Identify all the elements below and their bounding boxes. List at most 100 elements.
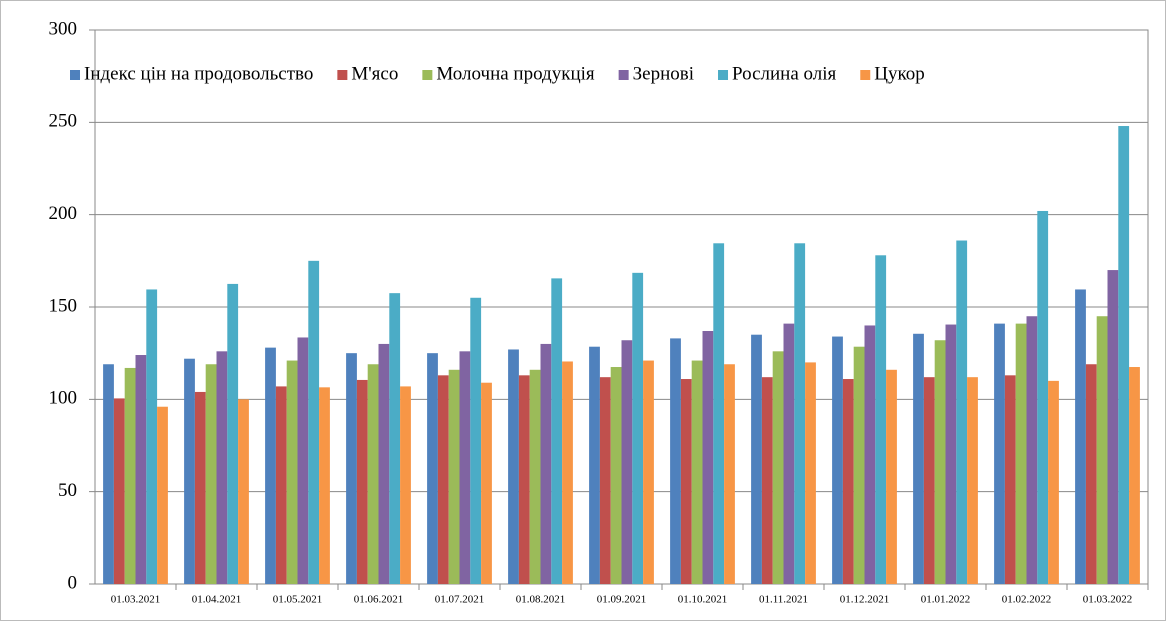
bar [308, 260, 320, 584]
bar [794, 243, 806, 585]
bar [481, 382, 492, 584]
x-tick-label: 01.01.2022 [921, 594, 971, 606]
bar [934, 340, 946, 584]
bar [459, 351, 471, 584]
bar [680, 379, 692, 584]
bar [184, 358, 195, 584]
bar [346, 353, 357, 584]
y-tick-label: 200 [49, 203, 78, 224]
bar [103, 364, 114, 584]
bar [875, 255, 887, 584]
y-tick-label: 0 [68, 572, 78, 593]
bar [967, 377, 978, 584]
bar [783, 323, 795, 584]
bar [113, 398, 125, 584]
y-tick-label: 150 [49, 295, 78, 316]
x-tick-label: 01.10.2021 [678, 594, 728, 606]
bar [621, 340, 633, 584]
bar [724, 364, 735, 584]
bar [367, 364, 379, 584]
bar [427, 353, 438, 584]
legend-swatch [422, 70, 433, 80]
legend-swatch [718, 70, 729, 80]
bar [286, 360, 298, 584]
x-tick-label: 01.02.2022 [1002, 594, 1052, 606]
legend-swatch [618, 70, 629, 80]
x-tick-label: 01.03.2021 [111, 594, 161, 606]
bar [923, 377, 935, 584]
bar [702, 331, 714, 584]
y-tick-label: 50 [58, 480, 77, 501]
bar [994, 323, 1005, 584]
bar [913, 333, 924, 584]
bar [389, 293, 401, 584]
bar [540, 343, 552, 584]
bar [238, 399, 249, 584]
bar [529, 369, 541, 584]
bar [956, 240, 968, 584]
x-tick-label: 01.09.2021 [597, 594, 647, 606]
bar [1048, 380, 1059, 584]
bar [589, 346, 600, 584]
bar [356, 379, 368, 584]
bar [832, 336, 843, 584]
bar [135, 355, 147, 584]
bar [751, 334, 762, 584]
bar [1026, 316, 1038, 584]
bar [400, 386, 411, 584]
bar [194, 391, 206, 584]
bar [805, 362, 816, 584]
bar [1129, 367, 1140, 584]
x-tick-label: 01.04.2021 [192, 594, 242, 606]
bar [670, 338, 681, 584]
bar [508, 349, 519, 584]
bar [124, 367, 136, 584]
bar [1107, 270, 1119, 584]
x-tick-label: 01.07.2021 [435, 594, 485, 606]
bar [1075, 289, 1086, 584]
bar [713, 243, 725, 585]
bar [632, 272, 644, 584]
bar [1015, 323, 1027, 584]
bar [1085, 364, 1097, 584]
bar [1096, 316, 1108, 584]
legend-swatch [70, 70, 80, 80]
legend-label: Індекс цін на продовольство [84, 63, 313, 84]
x-tick-label: 01.05.2021 [273, 594, 323, 606]
bar [853, 346, 865, 584]
y-tick-label: 250 [49, 111, 78, 132]
bar [518, 375, 530, 584]
bar [1037, 210, 1049, 584]
bar [599, 377, 611, 584]
legend-label: Молочна продукція [436, 63, 595, 84]
legend-label: Цукор [874, 63, 925, 84]
bar [1004, 375, 1016, 584]
bar [146, 289, 158, 584]
x-tick-label: 01.08.2021 [516, 594, 566, 606]
bar [275, 386, 287, 584]
x-tick-label: 01.06.2021 [354, 594, 404, 606]
bar [691, 360, 703, 584]
bar [216, 351, 228, 584]
bar [864, 325, 876, 584]
bar [842, 379, 854, 584]
y-tick-label: 100 [49, 388, 78, 409]
bar [761, 377, 773, 584]
bar [551, 278, 563, 584]
bar [610, 367, 622, 584]
legend-swatch [337, 70, 348, 80]
bar [319, 387, 330, 584]
bar [157, 406, 168, 584]
bar [448, 369, 460, 584]
legend-label: Зернові [633, 63, 694, 84]
bar [437, 375, 449, 584]
legend-label: Рослина олія [732, 63, 837, 84]
x-tick-label: 01.12.2021 [840, 594, 890, 606]
bar [378, 343, 390, 584]
bar [772, 351, 784, 584]
y-tick-label: 300 [49, 18, 78, 39]
x-tick-label: 01.11.2021 [759, 594, 808, 606]
